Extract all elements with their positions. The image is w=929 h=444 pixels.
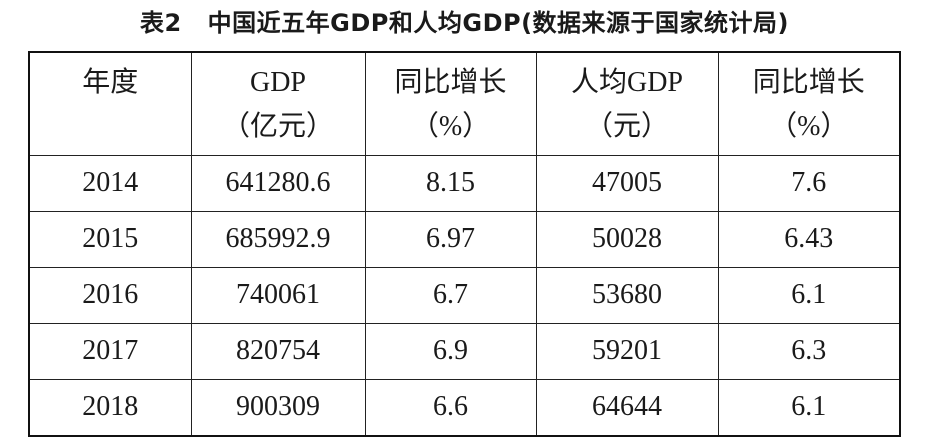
gdp-growth-cell: 6.9: [364, 322, 537, 380]
year-cell: 2014: [28, 154, 192, 212]
header-year-label: 年度: [82, 67, 139, 98]
per-capita-gdp-cell: 59201: [535, 322, 719, 380]
header-gdp-growth: 同比增长 （%）: [364, 51, 537, 156]
gdp-growth-cell: 6.97: [364, 210, 537, 268]
header-gdp-label: GDP: [249, 67, 306, 98]
gdp-growth-cell: 6.6: [364, 378, 537, 436]
year-cell: 2018: [28, 378, 192, 436]
year-cell: 2015: [28, 210, 192, 268]
table-row: 2014 641280.6 8.15 47005 7.6: [28, 154, 901, 212]
header-per-capita-growth-unit: （%）: [769, 111, 849, 142]
per-capita-gdp-cell: 47005: [535, 154, 719, 212]
per-capita-gdp-cell: 50028: [535, 210, 719, 268]
gdp-cell: 641280.6: [190, 154, 366, 212]
header-gdp-unit: （亿元）: [221, 111, 334, 142]
gdp-growth-cell: 8.15: [364, 154, 537, 212]
header-per-capita-gdp: 人均GDP （元）: [535, 51, 719, 156]
table-body: 2014 641280.6 8.15 47005 7.6 2015 685992…: [28, 154, 901, 436]
table-row: 2017 820754 6.9 59201 6.3: [28, 322, 901, 380]
header-per-capita-gdp-label: 人均GDP: [570, 67, 683, 98]
year-cell: 2017: [28, 322, 192, 380]
per-capita-growth-cell: 6.1: [717, 266, 901, 324]
table-row: 2018 900309 6.6 64644 6.1: [28, 378, 901, 436]
gdp-table: 年度 GDP （亿元） 同比增长 （%） 人均GDP （元） 同比增长 （%） …: [28, 51, 901, 437]
per-capita-growth-cell: 6.43: [717, 210, 901, 268]
per-capita-gdp-cell: 64644: [535, 378, 719, 436]
gdp-cell: 900309: [190, 378, 366, 436]
table-row: 2015 685992.9 6.97 50028 6.43: [28, 210, 901, 268]
header-year: 年度: [28, 51, 192, 156]
header-gdp-growth-unit: （%）: [410, 111, 491, 142]
gdp-cell: 740061: [190, 266, 366, 324]
header-gdp-growth-label: 同比增长: [394, 67, 507, 98]
table-header: 年度 GDP （亿元） 同比增长 （%） 人均GDP （元） 同比增长 （%）: [28, 51, 901, 156]
per-capita-growth-cell: 6.1: [717, 378, 901, 436]
per-capita-growth-cell: 6.3: [717, 322, 901, 380]
header-per-capita-growth: 同比增长 （%）: [717, 51, 901, 156]
per-capita-growth-cell: 7.6: [717, 154, 901, 212]
header-row: 年度 GDP （亿元） 同比增长 （%） 人均GDP （元） 同比增长 （%）: [28, 51, 901, 156]
gdp-cell: 685992.9: [190, 210, 366, 268]
gdp-growth-cell: 6.7: [364, 266, 537, 324]
table-caption: 表2 中国近五年GDP和人均GDP(数据来源于国家统计局): [0, 4, 929, 42]
table-title: 中国近五年GDP和人均GDP(数据来源于国家统计局): [207, 9, 790, 37]
year-cell: 2016: [28, 266, 192, 324]
header-per-capita-gdp-unit: （元）: [584, 111, 669, 142]
gdp-cell: 820754: [190, 322, 366, 380]
table-row: 2016 740061 6.7 53680 6.1: [28, 266, 901, 324]
header-per-capita-growth-label: 同比增长: [752, 67, 865, 98]
header-gdp: GDP （亿元）: [190, 51, 366, 156]
table-number: 表2: [139, 9, 182, 37]
per-capita-gdp-cell: 53680: [535, 266, 719, 324]
